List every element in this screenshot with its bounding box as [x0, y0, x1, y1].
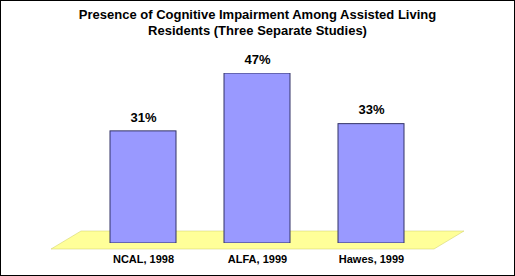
svg-text:NCAL, 1998: NCAL, 1998	[113, 253, 174, 265]
svg-text:ALFA, 1999: ALFA, 1999	[228, 253, 287, 265]
svg-text:47%: 47%	[244, 52, 270, 67]
svg-text:33%: 33%	[358, 102, 384, 117]
html-text:Presence of Cognitive Impairme: Presence of Cognitive Impairment Among A…	[78, 7, 437, 38]
svg-text:Hawes, 1999: Hawes, 1999	[339, 253, 404, 265]
svg-text:31%: 31%	[130, 110, 156, 125]
